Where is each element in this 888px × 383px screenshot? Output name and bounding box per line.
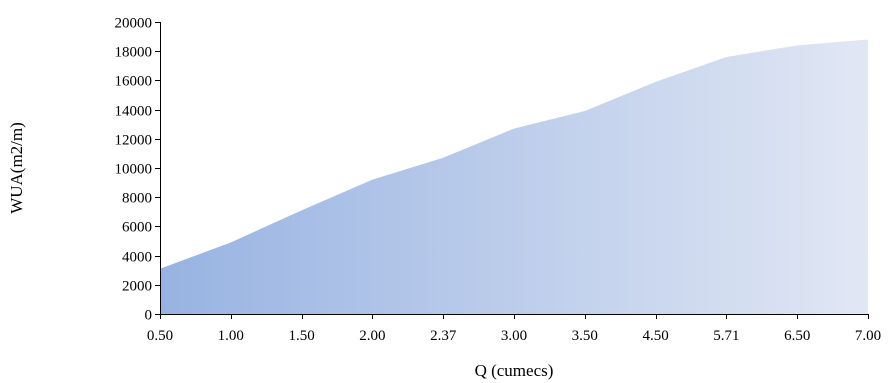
y-tick-label: 14000: [115, 104, 153, 120]
x-tick-label: 3.50: [572, 328, 598, 344]
x-tick-label: 3.00: [501, 328, 527, 344]
y-tick-label: 20000: [115, 16, 153, 32]
y-tick-label: 10000: [115, 162, 153, 178]
x-tick-label: 0.50: [147, 328, 173, 344]
x-tick-label: 6.50: [784, 328, 810, 344]
x-tick-labels: 0.50 1.00 1.50 2.00 2.37 3.00 3.50 4.50 5.71 6.50…: [147, 328, 881, 344]
y-tick-label: 8000: [122, 191, 152, 207]
y-tick-label: 0: [145, 308, 153, 324]
x-tick-label: 2.00: [359, 328, 385, 344]
area-series: [160, 39, 868, 315]
x-tick-label: 1.00: [218, 328, 244, 344]
axes-layer: [155, 22, 869, 319]
x-tick-label: 4.50: [642, 328, 668, 344]
y-tick-label: 18000: [115, 45, 153, 61]
y-tick-label: 4000: [122, 250, 152, 266]
x-tick-label: 7.00: [855, 328, 881, 344]
y-tick-label: 12000: [115, 133, 153, 149]
y-tick-label: 16000: [115, 74, 153, 90]
x-tick-label: 2.37: [430, 328, 457, 344]
x-axis-title: Q (cumecs): [475, 361, 554, 380]
y-axis-title: WUA(m2/m): [7, 122, 26, 214]
x-tick-label: 5.71: [713, 328, 739, 344]
y-tick-label: 6000: [122, 220, 152, 236]
x-tick-label: 1.50: [288, 328, 314, 344]
y-tick-label: 2000: [122, 279, 152, 295]
area-layer: [160, 39, 868, 315]
y-tick-labels: 0 2000 4000 6000 8000 10000 12000 14000 16000 180…: [115, 16, 153, 324]
